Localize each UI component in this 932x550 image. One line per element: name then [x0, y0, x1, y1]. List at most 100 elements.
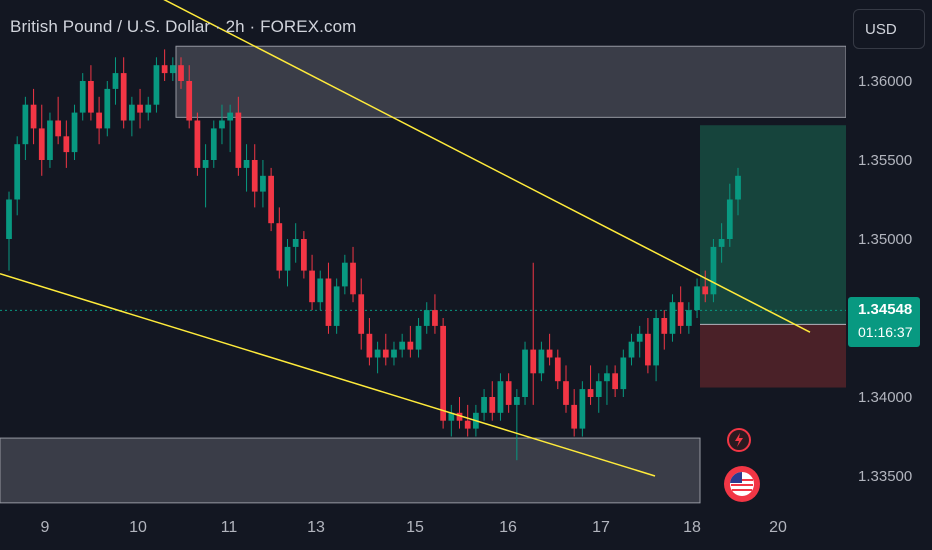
time-label: 18 [683, 519, 701, 536]
candle-body [30, 104, 37, 129]
upper-trendline[interactable] [0, 0, 811, 333]
candle-body [653, 318, 659, 366]
position-stop-zone[interactable] [700, 324, 846, 388]
candle-body [554, 357, 561, 382]
time-axis[interactable] [0, 505, 932, 550]
candle-body [325, 278, 332, 326]
candle-body [538, 349, 545, 374]
candle-body [505, 381, 512, 405]
candle-body [374, 349, 381, 358]
candle-body [260, 175, 266, 192]
price-label: 1.34000 [858, 389, 913, 406]
current-price: 1.34548 [858, 301, 913, 318]
candle-body [497, 381, 504, 413]
candle-body [546, 349, 553, 358]
candle-body [685, 310, 692, 326]
lightning-icon[interactable] [727, 428, 751, 452]
time-label: 10 [129, 519, 147, 536]
candle-body [489, 397, 496, 413]
candle-body [440, 325, 446, 421]
candle-body [448, 412, 455, 421]
candle-body [735, 175, 741, 200]
candle-body [350, 262, 356, 295]
candle-body [645, 333, 651, 366]
candle-body [194, 120, 201, 168]
candle-body [612, 373, 619, 390]
candle-body [161, 65, 168, 74]
candle-body [276, 223, 283, 271]
candle-body [382, 349, 389, 358]
candle-body [169, 65, 176, 74]
candle-body [563, 381, 569, 405]
candle-body [677, 302, 684, 326]
candle-body [112, 73, 119, 89]
candle-body [235, 112, 242, 168]
candle-body [104, 88, 111, 129]
candle-body [399, 341, 406, 350]
support-zone[interactable] [0, 437, 701, 504]
candle-body [571, 404, 578, 429]
candle-body [292, 239, 299, 247]
price-label: 1.33500 [858, 468, 913, 485]
candle-body [88, 81, 94, 113]
lower-trendline[interactable] [0, 273, 656, 477]
candle-body [636, 333, 643, 342]
candle-body [145, 104, 152, 113]
candle-body [432, 310, 438, 326]
position-target-zone[interactable] [700, 125, 846, 325]
candle-body [178, 65, 184, 81]
candle-body [227, 112, 234, 121]
candle-body [358, 294, 365, 334]
resistance-zone[interactable] [175, 45, 847, 118]
price-label: 1.36000 [858, 73, 913, 90]
candle-body [268, 175, 274, 224]
candle-body [317, 278, 324, 303]
candle-body [456, 412, 463, 421]
us-flag-icon[interactable] [724, 466, 760, 502]
candle-body [219, 120, 225, 129]
candle-body [251, 160, 258, 192]
currency-button[interactable]: USD [853, 9, 925, 49]
candle-body [718, 239, 725, 247]
candle-body [79, 81, 86, 113]
candle-body [38, 128, 45, 160]
candle-body [202, 160, 209, 168]
candle-body [47, 120, 53, 160]
candle-body [55, 120, 62, 137]
candle-body [702, 286, 709, 295]
candle-body [137, 104, 143, 113]
price-label: 1.35500 [858, 152, 913, 169]
bar-countdown: 01:16:37 [858, 324, 913, 340]
candle-body [309, 270, 315, 303]
candle-body [604, 373, 610, 382]
candle-body [243, 160, 250, 168]
chart-title: British Pound / U.S. Dollar · 2h · FOREX… [10, 17, 357, 36]
price-scale[interactable] [846, 0, 932, 505]
candle-body [341, 262, 348, 287]
candle-body [22, 104, 29, 145]
candle-body [71, 112, 78, 153]
candle-body [423, 310, 430, 326]
time-label: 13 [307, 519, 325, 536]
candle-body [128, 104, 135, 121]
time-label: 17 [592, 519, 610, 536]
time-label: 9 [40, 519, 50, 536]
time-label: 16 [499, 519, 517, 536]
candle-body [6, 199, 12, 239]
candle-body [669, 302, 676, 334]
candle-body [301, 239, 307, 271]
candle-body [710, 246, 717, 295]
time-label: 20 [769, 519, 787, 536]
candle-body [579, 389, 586, 429]
candle-body [481, 397, 487, 413]
candle-body [530, 349, 537, 374]
candle-body [587, 389, 594, 397]
candle-body [513, 397, 520, 405]
candle-body [595, 381, 602, 397]
candle-body [96, 112, 102, 129]
candle-body [284, 246, 291, 271]
candle-body [210, 128, 217, 160]
candle-body [153, 65, 160, 105]
candle-body [415, 325, 422, 350]
